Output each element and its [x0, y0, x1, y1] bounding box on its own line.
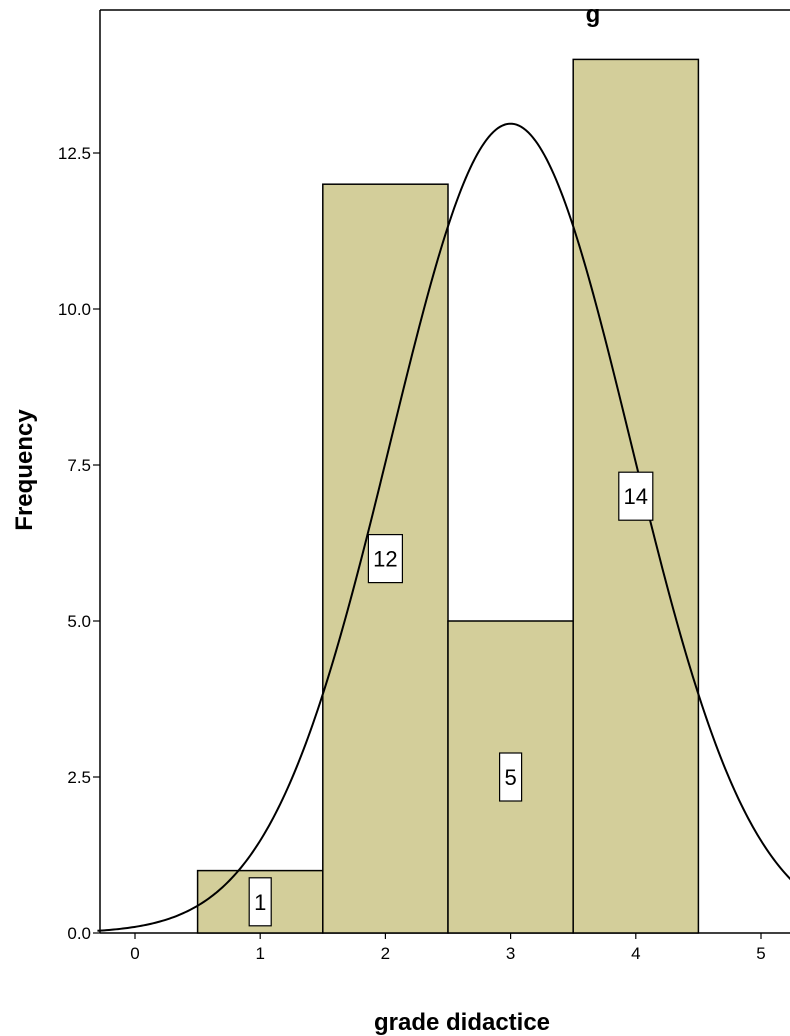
normal-curve	[97, 122, 790, 932]
x-tick-label: 5	[756, 944, 765, 963]
y-axis-ticks: 0.0 2.5 5.0 7.5 10.0 12.5	[58, 144, 100, 943]
chart-title: g	[586, 1, 601, 28]
y-tick-label: 12.5	[58, 144, 91, 163]
x-tick-label: 1	[255, 944, 264, 963]
data-label-box	[499, 752, 523, 802]
data-label: 1	[254, 890, 266, 915]
y-tick-label: 7.5	[67, 456, 91, 475]
x-tick-label: 2	[381, 944, 390, 963]
bar-data-labels: 1 12 5 14	[248, 471, 654, 927]
x-axis-title: grade didactice	[374, 1009, 550, 1036]
data-label-box	[367, 533, 403, 584]
data-label-box	[248, 877, 272, 927]
data-label: 12	[373, 547, 397, 572]
data-label-box	[618, 471, 654, 521]
x-tick-label: 4	[631, 944, 640, 963]
data-label: 14	[624, 484, 648, 509]
y-axis-title: Frequency	[11, 409, 38, 531]
y-tick-label: 10.0	[58, 300, 91, 319]
y-tick-label: 2.5	[67, 768, 91, 787]
x-tick-label: 3	[506, 944, 515, 963]
x-tick-label: 0	[130, 944, 139, 963]
y-tick-label: 5.0	[67, 612, 91, 631]
y-tick-label: 0.0	[67, 924, 91, 943]
x-axis-ticks: 0 1 2 3 4 5	[130, 933, 766, 963]
data-label: 5	[504, 765, 516, 790]
